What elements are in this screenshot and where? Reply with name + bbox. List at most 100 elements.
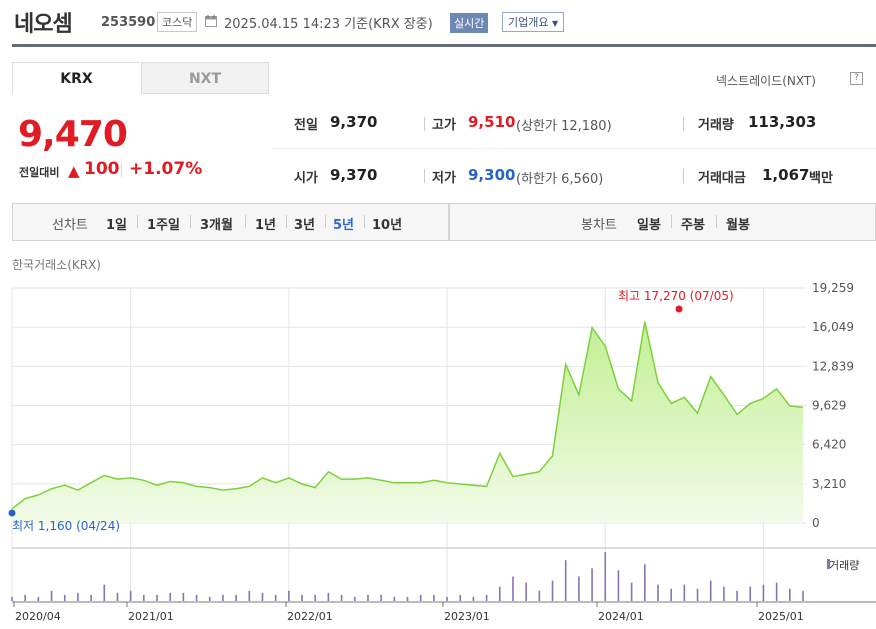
nextrade-link[interactable]: 넥스트레이드(NXT): [716, 74, 816, 88]
volume-legend-swatch: [827, 559, 830, 569]
volume-legend-label: 거래량: [829, 559, 860, 572]
period-1y[interactable]: 1년: [255, 218, 277, 233]
high-label: 고가: [432, 118, 456, 133]
tab-nxt[interactable]: NXT: [141, 62, 269, 94]
x-tick-label: 2024/01: [598, 610, 644, 623]
volume-bar: [208, 596, 211, 601]
quote-time: 2025.04.15 14:23 기준(KRX 장중): [224, 13, 433, 32]
period-sep: [245, 215, 246, 228]
low-value: 9,300: [468, 166, 516, 184]
data-source: 한국거래소(KRX): [12, 258, 101, 272]
volume-bar: [380, 594, 382, 601]
open-label: 시가: [294, 171, 318, 186]
volume-bar: [63, 594, 66, 601]
volume-bar: [340, 594, 343, 601]
quote-time-value: 2025.04.15 14:23: [224, 17, 341, 32]
volume-bar: [182, 592, 185, 601]
volume-bar: [696, 588, 699, 601]
line-chart-label: 선차트: [52, 218, 88, 233]
tab-krx[interactable]: KRX: [12, 62, 140, 94]
price-area: [12, 321, 803, 523]
max-annotation: 최고 17,270 (07/05): [618, 289, 734, 303]
volume-bar: [551, 580, 554, 601]
period-sep: [325, 215, 326, 228]
stat-divider: [683, 169, 684, 183]
period-bar: [12, 203, 876, 241]
candle-monthly[interactable]: 월봉: [726, 218, 750, 233]
period-3y[interactable]: 3년: [294, 218, 316, 233]
volume-bar: [459, 594, 462, 601]
volume-bar: [485, 594, 488, 601]
volume-bar: [446, 596, 448, 601]
prev-close-value: 9,370: [330, 113, 378, 131]
volume-bar: [525, 582, 527, 601]
volume-bar: [24, 594, 26, 601]
min-point: [8, 509, 16, 517]
period-sep: [671, 215, 672, 228]
volume-bar: [512, 576, 514, 601]
help-icon[interactable]: ?: [850, 72, 863, 85]
period-1w[interactable]: 1주일: [147, 218, 180, 233]
volume-bar: [657, 584, 659, 601]
volume-bar: [288, 590, 290, 601]
volume-bar: [736, 590, 738, 601]
y-tick-label: 0: [812, 516, 820, 530]
low-label: 저가: [432, 171, 456, 186]
volume-bar: [630, 582, 633, 601]
open-value: 9,370: [330, 166, 378, 184]
volume-bar: [393, 596, 396, 601]
volume-bar: [367, 594, 369, 601]
volume-bar: [564, 560, 567, 601]
period-10y[interactable]: 10년: [372, 218, 403, 233]
prev-close-label: 전일: [294, 118, 318, 133]
x-tick-label: 2023/01: [444, 610, 490, 623]
volume-bar: [617, 570, 620, 601]
price-chart[interactable]: 최고 17,270 (07/05) 최저 1,160 (04/24) 19,259…: [0, 280, 876, 629]
period-sep: [137, 215, 138, 228]
volume-bar: [683, 584, 686, 601]
calendar-icon: [205, 15, 217, 27]
y-tick-label: 16,049: [812, 320, 854, 334]
amount-value: 1,067: [762, 166, 810, 184]
volume-bar: [670, 588, 672, 601]
volume-bar: [274, 594, 277, 601]
quote-basis: 기준(KRX 장중): [344, 17, 433, 32]
volume-bar: [235, 594, 237, 601]
price-line: [11, 321, 804, 510]
volume-bar: [195, 594, 198, 601]
y-tick-label: 19,259: [812, 281, 854, 295]
stat-divider: [424, 117, 425, 131]
volume-bar: [248, 590, 251, 601]
volume-bar: [472, 596, 475, 601]
volume-bar: [90, 594, 92, 601]
volume-bar: [11, 596, 13, 601]
volume-bar: [775, 582, 778, 601]
volume-bar: [578, 576, 580, 601]
volume-bar: [419, 594, 422, 601]
x-tick-label: 2021/01: [128, 610, 174, 623]
y-tick-label: 6,420: [812, 438, 846, 452]
x-tick-label: 2022/01: [287, 610, 333, 623]
volume-bar: [116, 592, 119, 601]
candle-weekly[interactable]: 주봉: [681, 218, 705, 233]
high-value: 9,510: [468, 113, 516, 131]
period-3m[interactable]: 3개월: [200, 218, 233, 233]
stock-code: 253590: [101, 15, 156, 30]
candle-chart-label: 봉차트: [581, 218, 617, 233]
market-badge: 코스닥: [157, 12, 198, 32]
volume-bar: [709, 580, 712, 601]
min-annotation: 최저 1,160 (04/24): [12, 519, 120, 533]
company-overview-button[interactable]: 기업개요 ▼: [502, 12, 565, 32]
period-sep: [286, 215, 287, 228]
x-tick-label: 2020/04: [15, 610, 61, 623]
y-tick-label: 12,839: [812, 359, 854, 373]
period-1d[interactable]: 1일: [106, 218, 128, 233]
amount-unit: 백만: [809, 171, 833, 186]
volume-bar: [789, 588, 791, 601]
y-tick-label: 3,210: [812, 477, 846, 491]
volume-bar: [327, 592, 330, 601]
period-5y-selected[interactable]: 5년: [333, 218, 355, 233]
candle-daily[interactable]: 일봉: [637, 218, 661, 233]
volume-bar: [604, 552, 607, 601]
volume-bar: [433, 594, 435, 601]
